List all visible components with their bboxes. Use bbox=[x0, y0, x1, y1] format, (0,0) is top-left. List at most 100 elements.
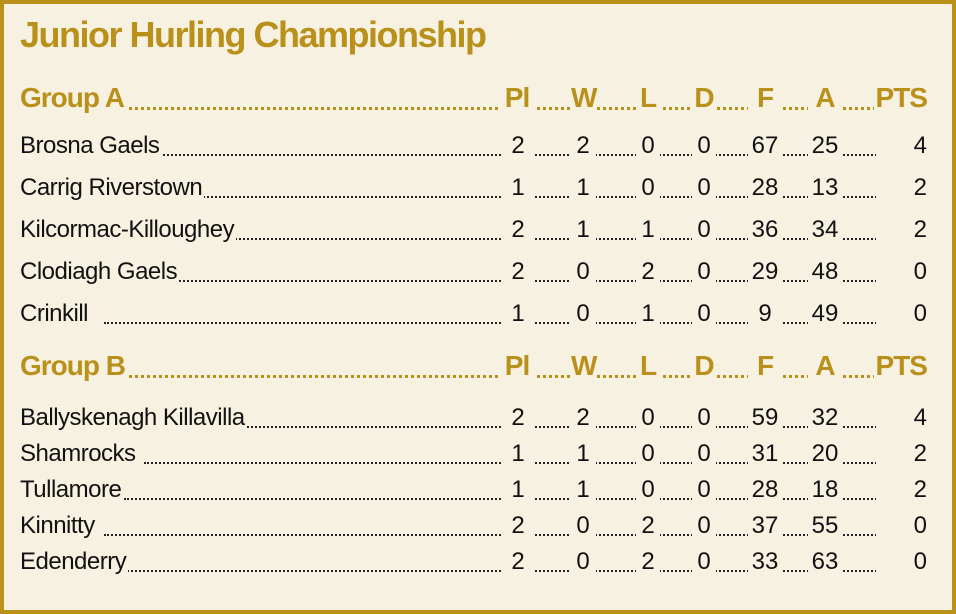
leader-dots bbox=[144, 174, 924, 198]
table-row: Tullamore 1 1 0 0 28 18 2 bbox=[4, 476, 952, 510]
cell-l: 0 bbox=[636, 476, 660, 504]
cell-pts: 2 bbox=[876, 440, 928, 468]
cell-f: 28 bbox=[748, 174, 782, 202]
cell-pl: 1 bbox=[502, 440, 534, 468]
cell-a: 20 bbox=[808, 440, 842, 468]
group-name: Group B bbox=[20, 350, 129, 382]
cell-pts: 2 bbox=[876, 216, 928, 244]
cell-pts: 0 bbox=[876, 548, 928, 576]
team-name: Ballyskenagh Killavilla bbox=[20, 404, 247, 432]
team-name: Edenderry bbox=[20, 548, 129, 576]
cell-d: 0 bbox=[692, 300, 716, 328]
cell-f: 37 bbox=[748, 512, 782, 540]
cell-pl: 2 bbox=[502, 548, 534, 576]
table-row: Kinnitty 2 0 2 0 37 55 0 bbox=[4, 512, 952, 546]
cell-l: 0 bbox=[636, 404, 660, 432]
col-header-a: A bbox=[808, 350, 842, 382]
cell-pl: 2 bbox=[502, 132, 534, 160]
cell-pts: 0 bbox=[876, 258, 928, 286]
col-header-d: D bbox=[692, 350, 716, 382]
cell-w: 1 bbox=[570, 440, 596, 468]
cell-w: 1 bbox=[570, 476, 596, 504]
cell-l: 2 bbox=[636, 512, 660, 540]
team-name: Kilcormac-Killoughey bbox=[20, 216, 237, 244]
cell-l: 1 bbox=[636, 216, 660, 244]
cell-a: 13 bbox=[808, 174, 842, 202]
cell-l: 0 bbox=[636, 174, 660, 202]
cell-a: 34 bbox=[808, 216, 842, 244]
cell-d: 0 bbox=[692, 548, 716, 576]
cell-pts: 0 bbox=[876, 512, 928, 540]
cell-f: 33 bbox=[748, 548, 782, 576]
team-name: Carrig Riverstown bbox=[20, 174, 205, 202]
cell-w: 1 bbox=[570, 216, 596, 244]
leader-dots bbox=[144, 216, 924, 240]
cell-pl: 1 bbox=[502, 300, 534, 328]
team-name: Shamrocks bbox=[20, 440, 138, 468]
team-name: Clodiagh Gaels bbox=[20, 258, 180, 286]
table-row: Edenderry 2 0 2 0 33 63 0 bbox=[4, 548, 952, 582]
col-header-f: F bbox=[748, 350, 782, 382]
cell-pts: 4 bbox=[876, 404, 928, 432]
table-row: Kilcormac-Killoughey 2 1 1 0 36 34 2 bbox=[4, 216, 952, 250]
cell-l: 1 bbox=[636, 300, 660, 328]
cell-d: 0 bbox=[692, 440, 716, 468]
table-row: Ballyskenagh Killavilla 2 2 0 0 59 32 4 bbox=[4, 404, 952, 438]
cell-pl: 2 bbox=[502, 258, 534, 286]
cell-pts: 0 bbox=[876, 300, 928, 328]
cell-d: 0 bbox=[692, 404, 716, 432]
cell-w: 0 bbox=[570, 300, 596, 328]
col-header-pts: PTS bbox=[874, 82, 928, 114]
cell-pl: 1 bbox=[502, 476, 534, 504]
cell-pl: 2 bbox=[502, 512, 534, 540]
cell-f: 9 bbox=[748, 300, 782, 328]
leader-dots bbox=[144, 404, 924, 428]
table-row: Clodiagh Gaels 2 0 2 0 29 48 0 bbox=[4, 258, 952, 292]
cell-l: 2 bbox=[636, 548, 660, 576]
page-title: Junior Hurling Championship bbox=[20, 14, 487, 55]
col-header-l: L bbox=[636, 82, 660, 114]
cell-f: 59 bbox=[748, 404, 782, 432]
cell-w: 0 bbox=[570, 548, 596, 576]
team-name: Tullamore bbox=[20, 476, 124, 504]
leader-dots bbox=[144, 440, 924, 464]
leader-dots bbox=[144, 132, 924, 156]
col-header-w: W bbox=[570, 82, 597, 114]
cell-f: 67 bbox=[748, 132, 782, 160]
cell-l: 0 bbox=[636, 440, 660, 468]
cell-a: 63 bbox=[808, 548, 842, 576]
team-name: Kinnitty bbox=[20, 512, 97, 540]
cell-pts: 2 bbox=[876, 174, 928, 202]
cell-pl: 1 bbox=[502, 174, 534, 202]
cell-l: 0 bbox=[636, 132, 660, 160]
table-row: Crinkill 1 0 1 0 9 49 0 bbox=[4, 300, 952, 334]
cell-a: 25 bbox=[808, 132, 842, 160]
cell-w: 1 bbox=[570, 174, 596, 202]
standings-panel: Junior Hurling Championship Group A Pl W… bbox=[4, 4, 952, 610]
cell-f: 29 bbox=[748, 258, 782, 286]
cell-a: 32 bbox=[808, 404, 842, 432]
cell-a: 18 bbox=[808, 476, 842, 504]
col-header-pl: Pl bbox=[500, 350, 534, 382]
col-header-l: L bbox=[636, 350, 660, 382]
cell-d: 0 bbox=[692, 174, 716, 202]
cell-d: 0 bbox=[692, 216, 716, 244]
col-header-w: W bbox=[570, 350, 597, 382]
col-header-pts: PTS bbox=[874, 350, 928, 382]
leader-dots bbox=[144, 258, 924, 282]
col-header-a: A bbox=[808, 82, 842, 114]
cell-w: 2 bbox=[570, 404, 596, 432]
cell-l: 2 bbox=[636, 258, 660, 286]
cell-pl: 2 bbox=[502, 404, 534, 432]
cell-pl: 2 bbox=[502, 216, 534, 244]
cell-a: 55 bbox=[808, 512, 842, 540]
cell-f: 36 bbox=[748, 216, 782, 244]
cell-a: 49 bbox=[808, 300, 842, 328]
cell-w: 0 bbox=[570, 258, 596, 286]
team-name: Brosna Gaels bbox=[20, 132, 162, 160]
cell-d: 0 bbox=[692, 476, 716, 504]
col-header-pl: Pl bbox=[500, 82, 534, 114]
group-name: Group A bbox=[20, 82, 128, 114]
group-a-header: Group A Pl W L D F A PTS bbox=[4, 82, 952, 116]
cell-d: 0 bbox=[692, 132, 716, 160]
